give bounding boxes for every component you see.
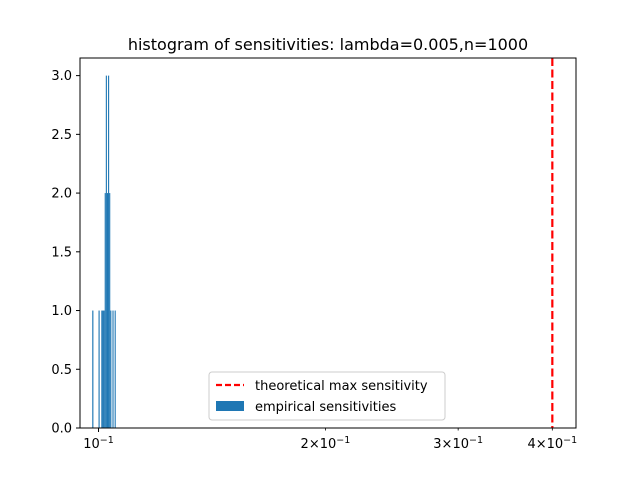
- histogram-bar: [114, 310, 116, 428]
- legend-label-theoretical-max: theoretical max sensitivity: [255, 379, 428, 394]
- histogram-bar: [104, 193, 106, 428]
- y-tick-label: 2.5: [51, 128, 72, 143]
- histogram-bar: [92, 310, 94, 428]
- x-tick-label-exponent: −1: [563, 435, 577, 446]
- x-tick-label: 3×10−1: [433, 435, 483, 452]
- histogram-bar: [109, 193, 111, 428]
- y-tick-label: 2.0: [51, 187, 72, 202]
- y-axis: 0.0 0.5 1.0 1.5 2.0 2.5 3.0: [51, 69, 80, 437]
- x-axis: 10−1 2×10−1 3×10−1 4×10−1: [83, 428, 577, 452]
- legend-swatch-empirical: [216, 401, 244, 411]
- histogram-bar: [98, 310, 100, 428]
- histogram-bar: [102, 310, 104, 428]
- x-tick-label-base: 10: [83, 437, 100, 452]
- histogram-bar: [108, 75, 110, 429]
- histogram-bar: [106, 193, 109, 428]
- x-tick-label-exponent: −1: [100, 435, 114, 446]
- x-tick-label: 2×10−1: [301, 435, 351, 452]
- x-tick-label: 4×10−1: [527, 435, 577, 452]
- y-tick-label: 1.0: [51, 304, 72, 319]
- plot-frame: [79, 57, 577, 429]
- x-tick-label: 10−1: [83, 435, 114, 452]
- legend-box: [208, 371, 446, 421]
- histogram-bar: [105, 75, 107, 429]
- legend: theoretical max sensitivity empirical sen…: [208, 371, 446, 421]
- y-tick-label: 0.5: [51, 363, 72, 378]
- x-tick-label-base: 2×10: [301, 437, 337, 452]
- y-tick-label: 1.5: [51, 245, 72, 260]
- x-tick-label-exponent: −1: [469, 435, 483, 446]
- x-tick-label-base: 3×10: [433, 437, 469, 452]
- y-tick-label: 0.0: [51, 422, 72, 437]
- histogram-bar: [110, 310, 112, 428]
- histogram-bar: [101, 310, 103, 428]
- legend-label-empirical: empirical sensitivities: [255, 400, 396, 415]
- histogram-bar: [103, 310, 105, 428]
- x-tick-label-base: 4×10: [527, 437, 563, 452]
- x-tick-label-exponent: −1: [336, 435, 350, 446]
- chart-title: histogram of sensitivities: lambda=0.005…: [128, 35, 528, 54]
- y-tick-label: 3.0: [51, 69, 72, 84]
- histogram-bars: [92, 75, 116, 429]
- histogram-bar: [112, 310, 114, 428]
